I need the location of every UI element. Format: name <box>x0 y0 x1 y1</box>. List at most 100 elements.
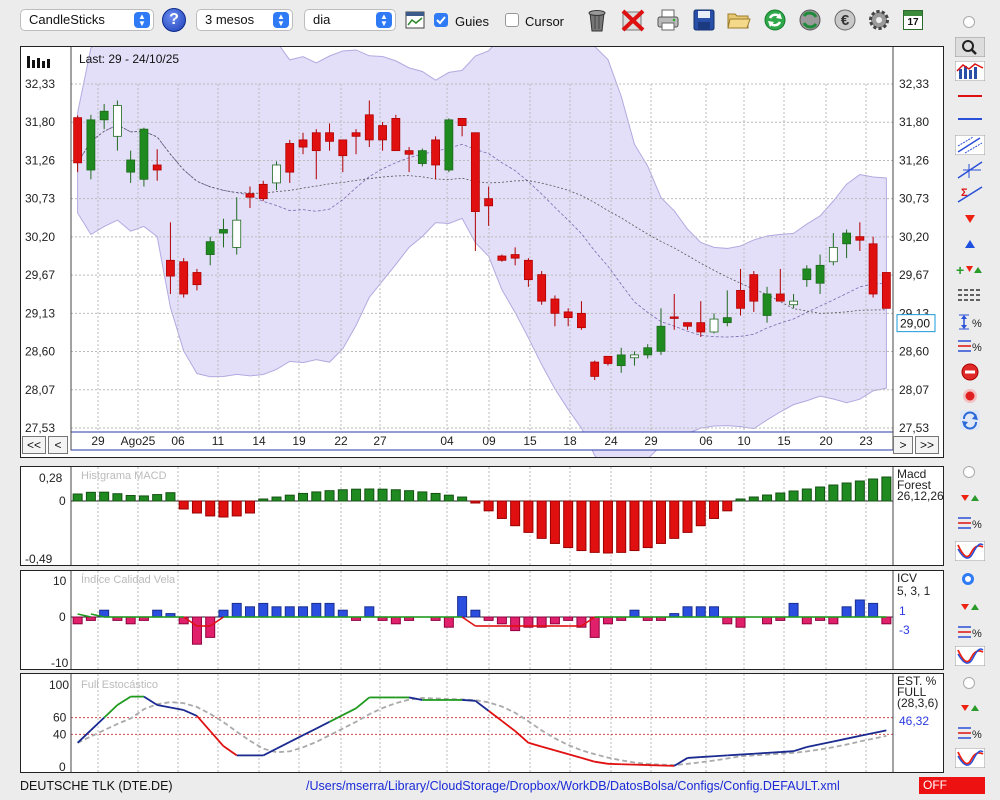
nav-next-button[interactable]: > <box>893 436 913 454</box>
grid-lines-button[interactable] <box>954 284 986 306</box>
euro-coin-icon: € <box>834 9 856 31</box>
icv-bar <box>762 616 773 625</box>
nav-first-button[interactable]: << <box>22 436 46 454</box>
stop-button[interactable] <box>954 361 986 383</box>
swap-button[interactable] <box>954 409 986 431</box>
settings-button[interactable] <box>865 6 893 34</box>
stochastic-k-segment <box>727 753 741 757</box>
trash-button[interactable] <box>583 6 611 34</box>
macd-bar <box>364 488 375 502</box>
candle-body <box>219 229 228 234</box>
macd-bar <box>404 490 415 502</box>
icv-markers-button[interactable] <box>954 596 986 618</box>
stochastic-d-line <box>77 697 887 766</box>
vertical-percent-button[interactable]: % <box>954 311 986 333</box>
y-tick-left: 28,07 <box>25 383 55 397</box>
save-button[interactable] <box>690 6 718 34</box>
cursor-checkbox[interactable] <box>505 13 519 27</box>
icv-panel[interactable]: Índice Calidad Vela 10 0 -10 ICV 5, 3, 1 1 -3 <box>20 570 944 670</box>
period-value: 3 mesos <box>205 12 255 27</box>
indicator-overlay-button[interactable] <box>954 60 986 82</box>
off-status-badge[interactable]: OFF <box>919 777 985 794</box>
help-button[interactable]: ? <box>160 6 188 34</box>
period-select[interactable]: 3 mesos ▲ ▼ <box>196 9 293 31</box>
guides-label: Guies <box>455 14 489 29</box>
candle-body <box>232 219 242 248</box>
icv-legend-label: 5, 3, 1 <box>897 584 931 598</box>
macd-panel-radio[interactable] <box>963 466 975 478</box>
zoom-button[interactable] <box>954 36 986 58</box>
nav-last-button[interactable]: >> <box>915 436 939 454</box>
icv-lines-percent-button[interactable]: % <box>954 621 986 643</box>
config-path-link[interactable]: /Users/mserra/Library/CloudStorage/Dropb… <box>306 779 840 793</box>
icv-curve-button[interactable] <box>954 645 986 667</box>
fibonacci-button[interactable]: Σ <box>954 183 986 205</box>
lines-percent-icon: % <box>958 517 982 531</box>
candle-body <box>417 150 427 164</box>
icv-signal-segment <box>183 616 198 627</box>
horizontal-line-red-button[interactable] <box>954 85 986 107</box>
add-markers-button[interactable]: + <box>954 259 986 281</box>
bars-overlay-icon <box>955 61 985 81</box>
icv-signal-segment <box>77 613 92 618</box>
chart-window-button[interactable] <box>401 6 429 34</box>
macd-markers-button[interactable] <box>954 487 986 509</box>
stochastic-markers-button[interactable] <box>954 697 986 719</box>
stochastic-k-segment <box>262 747 277 757</box>
record-button[interactable] <box>954 385 986 407</box>
stochastic-panel[interactable]: Full Estocástico 100 60 40 0 EST. % FULL (28,3,… <box>20 673 944 773</box>
y-tick-left: 29,13 <box>25 306 55 320</box>
icv-bar <box>72 616 83 625</box>
macd-panel[interactable]: Histgrama MACD 0,28 0 -0,49 Macd Forest 26,12,… <box>20 466 944 566</box>
icv-panel-radio[interactable] <box>962 573 974 585</box>
candle-body <box>272 164 281 184</box>
candle-body <box>431 139 440 166</box>
y-tick-left: 29,67 <box>25 268 55 282</box>
cursor-label: Cursor <box>525 14 565 29</box>
icv-legend-label: ICV <box>897 571 917 585</box>
macd-curve-button[interactable] <box>954 540 986 562</box>
delete-button[interactable] <box>619 6 647 34</box>
macd-bar <box>99 491 110 502</box>
macd-bar <box>523 500 534 533</box>
stochastic-lines-percent-button[interactable]: % <box>954 722 986 744</box>
macd-bar <box>682 500 693 533</box>
chart-type-value: CandleSticks <box>29 12 105 27</box>
macd-lines-percent-button[interactable]: % <box>954 512 986 534</box>
buy-marker-button[interactable] <box>954 233 986 255</box>
candle-body <box>855 236 865 241</box>
horizontal-line-blue-button[interactable] <box>954 108 986 130</box>
chart-type-select[interactable]: CandleSticks ▲ ▼ <box>20 9 154 31</box>
open-folder-button[interactable] <box>725 6 753 34</box>
stochastic-k-segment <box>554 749 569 756</box>
refresh-button[interactable] <box>761 6 789 34</box>
candle-body <box>749 274 759 302</box>
stochastic-panel-radio[interactable] <box>963 677 975 689</box>
sync-button[interactable] <box>796 6 824 34</box>
nav-prev-button[interactable]: < <box>48 436 68 454</box>
macd-bar <box>337 489 348 502</box>
calendar-button[interactable]: 17 <box>899 6 927 34</box>
stochastic-curve-button[interactable] <box>954 747 986 769</box>
channel-button[interactable] <box>954 134 986 156</box>
print-button[interactable] <box>654 6 682 34</box>
currency-button[interactable]: € <box>831 6 859 34</box>
candle-body <box>802 268 812 281</box>
icv-bar <box>629 609 640 618</box>
trendline-button[interactable] <box>954 159 986 181</box>
candle-body <box>179 261 189 295</box>
macd-bar <box>735 498 746 502</box>
svg-text:Σ: Σ <box>961 187 968 199</box>
interval-select[interactable]: dia ▲ ▼ <box>304 9 396 31</box>
y-tick-left: 31,80 <box>25 115 55 129</box>
swap-arrows-icon <box>960 410 980 430</box>
icv-value: -3 <box>899 623 910 637</box>
trendline-icon <box>957 161 983 179</box>
lines-percent-button[interactable]: % <box>954 335 986 357</box>
price-chart-panel[interactable]: 32,33 32,33 31,80 31,80 31,26 31,26 30,73 30,73… <box>20 46 944 458</box>
main-panel-radio[interactable] <box>963 16 975 28</box>
select-arrows-icon: ▲ ▼ <box>376 12 392 28</box>
guides-checkbox[interactable] <box>434 13 448 27</box>
sell-marker-button[interactable] <box>954 208 986 230</box>
